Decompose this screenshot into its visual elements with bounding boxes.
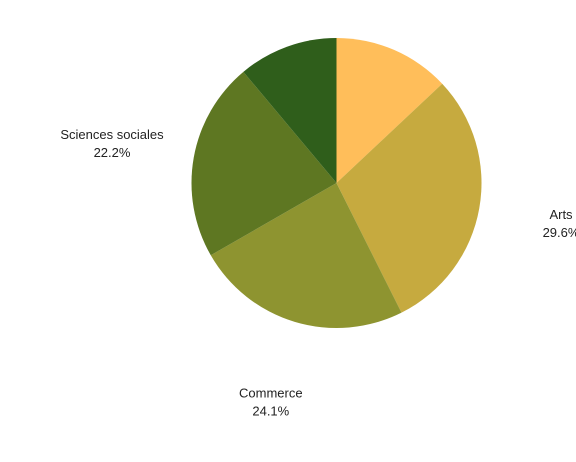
slice-name-label: Commerce bbox=[239, 385, 303, 400]
pie-slice-n-a bbox=[243, 38, 337, 183]
slice-percent-label: 22.2% bbox=[94, 145, 131, 160]
slice-name-label: Arts bbox=[549, 207, 573, 222]
pie-slices bbox=[191, 37, 482, 329]
pie-slice-commerce bbox=[210, 183, 402, 329]
pie-slice-sciences-sociales bbox=[191, 71, 337, 256]
pie-slice-education bbox=[336, 37, 443, 183]
slice-percent-label: 24.1% bbox=[252, 403, 289, 418]
slice-name-label: Sciences sociales bbox=[60, 127, 164, 142]
pie-slice-arts bbox=[336, 83, 482, 313]
slice-percent-label: 29.6% bbox=[543, 225, 576, 240]
pie-labels: Education13%Arts29.6%Commerce24.1%Scienc… bbox=[60, 127, 576, 418]
